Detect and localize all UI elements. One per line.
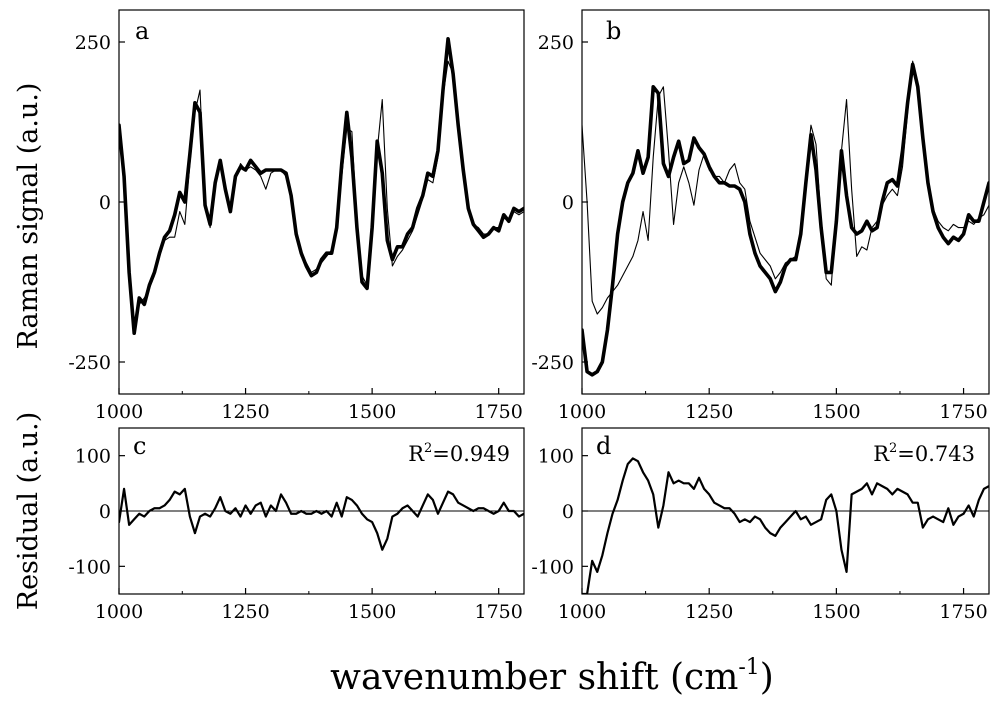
panel-a-letter: a bbox=[135, 17, 149, 45]
panel-d-y-tick-label: 0 bbox=[562, 501, 574, 523]
panel-b-y-tick-label: 0 bbox=[562, 192, 574, 214]
panel-b-x-tick-label: 1000 bbox=[558, 401, 606, 423]
panel-b-y-tick-label: -250 bbox=[531, 352, 574, 374]
panel-a-y-tick-label: 0 bbox=[99, 192, 111, 214]
panel-d-r2-value: =0.743 bbox=[897, 442, 975, 466]
panel-b-series-thin-line bbox=[582, 60, 989, 315]
panel-d-x-tick-label: 1250 bbox=[685, 601, 733, 623]
panel-d-r2-annotation: R2=0.743 bbox=[873, 441, 975, 466]
panel-c-x-tick-label: 1500 bbox=[348, 601, 396, 623]
panel-a: 1000 1250 1500 1750 250 0 -250 a bbox=[68, 9, 525, 423]
panel-b-x-tick-label: 1250 bbox=[685, 401, 733, 423]
panel-a-series-thin-line bbox=[119, 60, 524, 325]
panel-c-r2-annotation: R2=0.949 bbox=[408, 441, 510, 466]
panel-a-x-tick-label: 1250 bbox=[221, 401, 269, 423]
y-axis-title-raman: Raman signal (a.u.) bbox=[13, 83, 44, 350]
panel-b-series-thick-line bbox=[582, 62, 989, 377]
panel-c-x-tick-label: 1000 bbox=[95, 601, 143, 623]
panel-c-r2-symbol: R bbox=[408, 442, 425, 466]
panel-d-y-tick-label: -100 bbox=[531, 556, 574, 578]
panel-c-letter: c bbox=[133, 432, 146, 460]
panel-a-series-thick-line bbox=[119, 37, 524, 335]
x-axis-title-close: ) bbox=[760, 657, 774, 698]
panel-d-x-tick-label: 1750 bbox=[939, 601, 987, 623]
panel-b: 1000 1250 1500 1750 250 0 -250 b bbox=[531, 9, 990, 423]
panel-c-x-tick-label: 1750 bbox=[475, 601, 523, 623]
panel-d-r2-superscript: 2 bbox=[889, 441, 897, 456]
panel-c-y-tick-label: -100 bbox=[68, 556, 111, 578]
panel-b-x-tick-label: 1750 bbox=[939, 401, 987, 423]
panel-c-x-tick-label: 1250 bbox=[221, 601, 269, 623]
panel-b-frame bbox=[581, 9, 990, 395]
panel-a-frame bbox=[118, 9, 525, 395]
panel-c-y-tick-label: 0 bbox=[99, 501, 111, 523]
x-axis-title-superscript: -1 bbox=[738, 655, 759, 680]
panel-a-y-tick-label: -250 bbox=[68, 352, 111, 374]
panel-a-x-tick-label: 1750 bbox=[475, 401, 523, 423]
panel-d-y-tick-label: 100 bbox=[538, 446, 574, 468]
panel-d-r2-symbol: R bbox=[873, 442, 890, 466]
x-axis-title-text: wavenumber shift (cm bbox=[330, 657, 738, 698]
panel-d-x-tick-label: 1500 bbox=[812, 601, 860, 623]
panel-c-r2-value: =0.949 bbox=[432, 442, 510, 466]
panel-a-y-tick-label: 250 bbox=[75, 32, 111, 54]
panel-d-letter: d bbox=[596, 432, 611, 460]
panel-a-x-tick-label: 1500 bbox=[348, 401, 396, 423]
panel-c-y-tick-label: 100 bbox=[75, 446, 111, 468]
x-axis-title: wavenumber shift (cm-1) bbox=[330, 655, 774, 698]
panel-b-x-tick-label: 1500 bbox=[812, 401, 860, 423]
panel-b-letter: b bbox=[606, 17, 621, 45]
panel-c-series-residual-line bbox=[119, 487, 524, 551]
panel-d-series-residual-line bbox=[582, 457, 989, 594]
panel-c-r2-superscript: 2 bbox=[424, 441, 432, 456]
y-axis-title-residual: Residual (a.u.) bbox=[13, 412, 44, 611]
panel-b-y-tick-label: 250 bbox=[538, 32, 574, 54]
panel-d-x-tick-label: 1000 bbox=[558, 601, 606, 623]
panel-a-x-tick-label: 1000 bbox=[95, 401, 143, 423]
